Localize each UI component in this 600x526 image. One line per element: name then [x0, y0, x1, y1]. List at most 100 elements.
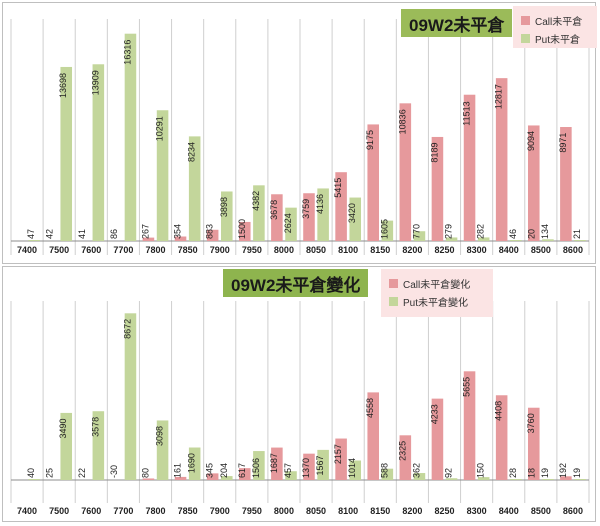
value-label-put-8250: 279: [444, 224, 454, 239]
bar-put-7850: [188, 136, 201, 241]
value-label-put-8600: 21: [572, 229, 582, 239]
value-label-put-7800: 10291: [155, 116, 165, 141]
chart-panel-open-interest: 47 7400 13698 42 7500 13909 41 7600 16316 86 7700 2…: [2, 2, 597, 264]
bar-put-7600: [92, 411, 105, 480]
value-label-extra-7500: 25: [45, 468, 55, 478]
bar-put-8500: [542, 479, 554, 480]
value-label-put-7600: 13909: [90, 70, 100, 95]
bar-call-8600: [560, 476, 572, 480]
value-label-put-7850: 1690: [187, 453, 197, 473]
value-label-call-8100: 5415: [333, 178, 343, 198]
x-tick-label-7900: 7900: [210, 245, 230, 255]
value-label-put-8200: 770: [411, 224, 421, 239]
x-tick-label-7500: 7500: [49, 506, 69, 516]
bar-put-8100: [349, 197, 362, 241]
x-tick-label-8500: 8500: [531, 506, 551, 516]
x-tick-label-8250: 8250: [434, 506, 454, 516]
bar-put-8050: [317, 188, 329, 241]
bar-put-7950: [253, 185, 265, 241]
bar-call-7950: [238, 221, 251, 241]
x-tick-label-8300: 8300: [467, 245, 487, 255]
value-label-put-7700: 16316: [122, 40, 132, 65]
value-label-call-8500: 9094: [526, 131, 536, 151]
x-tick-label-7700: 7700: [113, 245, 133, 255]
bar-put-8500: [542, 239, 554, 241]
bar-put-7500: [60, 66, 73, 241]
bar-put-7800: [156, 420, 169, 480]
value-label-put-7700: 8672: [122, 319, 132, 339]
bar-call-8500: [527, 125, 540, 241]
value-label-put-7900: 3898: [219, 197, 229, 217]
value-label-call-8250: 4233: [429, 404, 439, 424]
x-tick-label-8050: 8050: [306, 245, 326, 255]
x-tick-label-7700: 7700: [113, 506, 133, 516]
x-tick-label-8000: 8000: [274, 506, 294, 516]
value-label-call-8000: 3678: [269, 200, 279, 220]
bar-call-8100: [335, 438, 347, 480]
bar-call-7950: [238, 468, 251, 480]
legend-swatch-put-change: [389, 296, 398, 306]
bar-call-8050: [303, 453, 315, 480]
bar-call-8500: [527, 407, 540, 480]
x-tick-label-7800: 7800: [145, 506, 165, 516]
x-tick-label-7800: 7800: [145, 245, 165, 255]
value-label-call-7950: 1500: [237, 219, 247, 239]
value-label-extra-7700: 86: [109, 229, 119, 239]
bar-put-8600: [574, 479, 586, 480]
value-label-call-8400: 4408: [494, 401, 504, 421]
value-label-put-8100: 3420: [347, 203, 357, 223]
x-tick-label-8400: 8400: [499, 245, 519, 255]
legend-label-call-change: Call未平倉變化: [403, 279, 471, 291]
x-tick-label-8100: 8100: [338, 245, 358, 255]
value-label-call-8300: 5655: [462, 377, 472, 397]
value-label-call-7950: 617: [237, 463, 247, 478]
bar-call-8400: [495, 395, 508, 480]
value-label-call-8400: 12817: [494, 84, 504, 109]
x-tick-label-8400: 8400: [499, 506, 519, 516]
value-label-call-8600: 8971: [558, 133, 568, 153]
x-tick-label-8600: 8600: [563, 245, 583, 255]
x-tick-label-8250: 8250: [434, 245, 454, 255]
bar-call-8250: [431, 136, 444, 241]
bar-put-8250: [445, 478, 458, 480]
value-label-put-8000: 457: [283, 463, 293, 478]
x-tick-label-7400: 7400: [17, 245, 37, 255]
bar-call-7800: [142, 237, 155, 241]
bar-put-8400: [510, 479, 522, 480]
value-label-call-7850: 161: [173, 463, 183, 478]
bar-put-8300: [477, 237, 490, 241]
legend-item-call: Call未平倉: [521, 11, 589, 29]
value-label-call-8050: 3759: [301, 199, 311, 219]
value-label-put-8500: 19: [540, 468, 550, 478]
value-label-call-8300: 11513: [462, 101, 472, 125]
value-label-put-8500: 134: [540, 224, 550, 239]
bar-call-8150: [367, 392, 379, 480]
value-label-put-7950: 4382: [251, 191, 261, 211]
bar-call-7800: [142, 478, 155, 480]
bar-put-8150: [381, 468, 394, 480]
legend-item-put: Put未平倉: [521, 29, 589, 47]
legend-oi-change: Call未平倉變化 Put未平倉變化: [381, 269, 493, 317]
x-tick-label-7500: 7500: [49, 245, 69, 255]
bar-call-8400: [495, 78, 508, 241]
value-label-put-7900: 204: [219, 463, 229, 478]
bar-call-7900: [206, 229, 219, 241]
value-label-call-8150: 9175: [365, 130, 375, 150]
bar-call-8250: [431, 398, 444, 480]
bar-put-7900: [221, 191, 233, 241]
x-tick-label-7850: 7850: [178, 245, 198, 255]
value-label-put-7500: 3490: [58, 418, 68, 438]
value-label-put-8000: 2624: [283, 213, 293, 233]
bar-put-8400: [510, 240, 522, 241]
value-label-extra-7600: 41: [77, 229, 87, 239]
bar-call-8200: [399, 103, 412, 241]
value-label-extra-7500: 42: [45, 229, 55, 239]
x-tick-label-8200: 8200: [402, 506, 422, 516]
open-interest-plot: 47 7400 13698 42 7500 13909 41 7600 16316 86 7700 2…: [10, 19, 590, 255]
bar-put-8200: [413, 231, 426, 241]
x-tick-label-8500: 8500: [531, 245, 551, 255]
chart-title-oi-change: 09W2未平倉變化: [223, 269, 369, 297]
bar-put-7900: [221, 476, 233, 480]
bar-put-7500: [60, 412, 73, 480]
value-label-call-8200: 10836: [397, 109, 407, 134]
